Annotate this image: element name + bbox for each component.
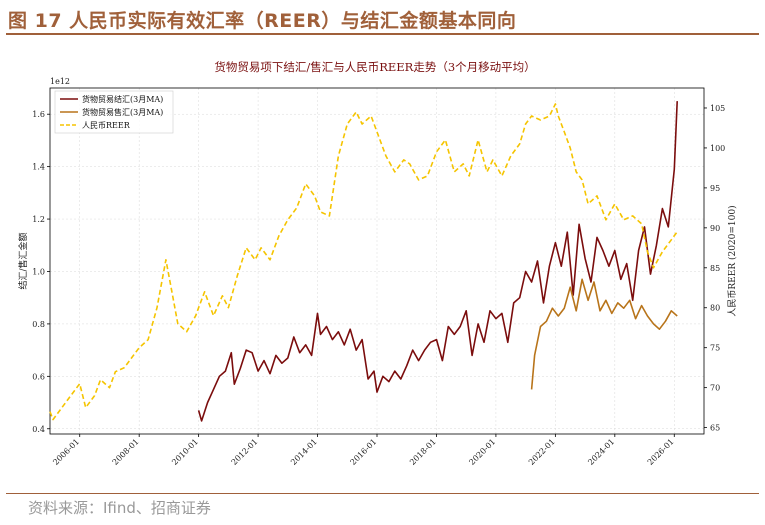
left-tick-label: 1.2: [32, 215, 45, 224]
x-tick-label: 2018-01: [408, 437, 438, 467]
left-tick-label: 0.8: [32, 320, 45, 329]
settlement-series-line: [197, 101, 678, 422]
right-tick-label: 75: [710, 344, 720, 353]
left-axis-multiplier: 1e12: [50, 77, 70, 86]
chart-title: 货物贸易项下结汇/售汇与人民币REER走势（3个月移动平均）: [214, 60, 535, 74]
right-axis-label: 人民币REER (2020=100): [727, 205, 738, 316]
figure-title: 图 17 人民币实际有效汇率（REER）与结汇金额基本同向: [8, 10, 517, 32]
x-tick-label: 2010-01: [170, 437, 200, 467]
x-tick-label: 2024-01: [586, 437, 616, 467]
left-tick-label: 1.4: [32, 163, 45, 172]
left-axis-label: 结汇/售汇金额: [17, 232, 29, 289]
sale-series-line: [530, 278, 678, 390]
right-tick-label: 95: [710, 184, 720, 193]
right-tick-label: 65: [710, 424, 720, 433]
legend-entry-reer: 人民币REER: [82, 121, 131, 130]
x-tick-label: 2016-01: [349, 437, 379, 467]
x-tick-label: 2014-01: [289, 437, 319, 467]
right-tick-label: 90: [710, 224, 720, 233]
series-lines: [49, 101, 678, 422]
grid: [50, 88, 704, 434]
footer-rule: [6, 493, 759, 494]
x-tick-label: 2022-01: [527, 437, 557, 467]
reer-settlement-chart: 货物贸易项下结汇/售汇与人民币REER走势（3个月移动平均） 0.4 0.6 0.8…: [17, 60, 738, 467]
right-tick-label: 85: [710, 264, 720, 273]
source-note: 资料来源：Ifind、招商证券: [28, 499, 211, 517]
left-tick-label: 1.6: [32, 110, 45, 119]
title-rule: [6, 33, 759, 35]
x-tick-label: 2008-01: [111, 437, 141, 467]
x-tick-label: 2006-01: [51, 437, 81, 467]
right-tick-label: 80: [710, 304, 720, 313]
left-tick-label: 0.6: [32, 372, 45, 381]
legend: 货物贸易结汇(3月MA) 货物贸易售汇(3月MA) 人民币REER: [54, 90, 174, 134]
right-tick-label: 100: [710, 144, 725, 153]
left-tick-label: 0.4: [32, 425, 45, 434]
legend-entry-settlement: 货物贸易结汇(3月MA): [82, 94, 163, 104]
axes: 0.4 0.6 0.8 1.0 1.2 1.4 1.6 65 70 75 80 85 90 95 100 10…: [32, 104, 725, 467]
reer-series-line: [49, 103, 678, 421]
right-tick-label: 70: [710, 384, 720, 393]
x-tick-label: 2012-01: [230, 437, 260, 467]
x-tick-label: 2026-01: [646, 437, 676, 467]
x-tick-label: 2020-01: [467, 437, 497, 467]
left-tick-label: 1.0: [32, 267, 45, 276]
legend-entry-sale: 货物贸易售汇(3月MA): [82, 107, 163, 117]
right-tick-label: 105: [710, 104, 725, 113]
